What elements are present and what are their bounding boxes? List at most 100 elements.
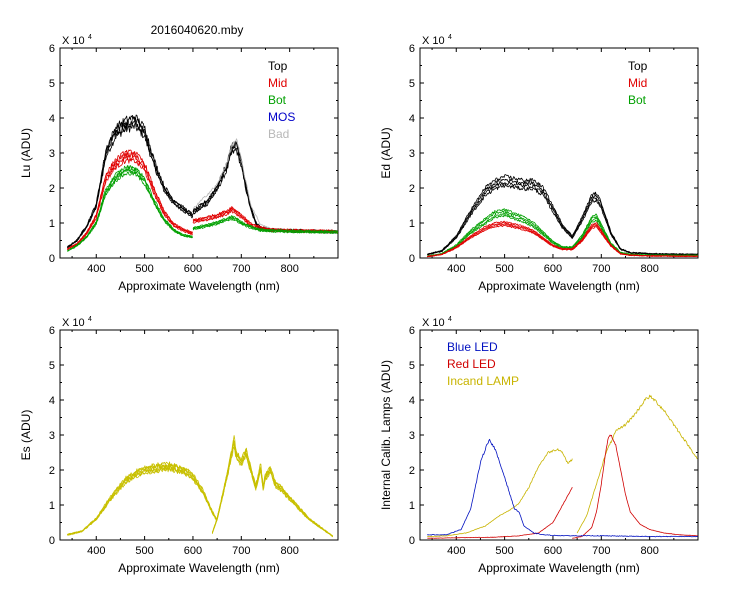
y-tick-label: 3 [49,430,55,442]
series-red-led [427,434,698,539]
y-axis-label: Internal Calib. Lamps (ADU) [379,360,393,510]
y-tick-label: 1 [409,500,415,512]
series-bad [192,138,270,229]
series-line [66,116,193,248]
series-line [192,219,338,234]
x-axis-label: Approximate Wavelength (nm) [118,279,280,293]
series-line [427,183,698,256]
y-tick-label: 4 [409,395,415,407]
series-line [192,206,338,232]
series-line [67,155,193,250]
series-line [67,119,194,248]
x-tick-label: 700 [232,263,250,275]
legend-item-blue-led: Blue LED [447,340,498,354]
series-mid [427,220,698,258]
y-tick-label: 3 [409,148,415,160]
legend-item-mos: MOS [268,110,295,124]
y-axis-label: Ed (ADU) [379,127,393,178]
legend-item-bad: Bad [268,127,289,141]
legend-item-bot: Bot [628,93,647,107]
exponent-label: X 10 [422,317,445,329]
y-tick-label: 6 [409,325,415,337]
series-line [192,207,338,233]
series-line [427,174,698,256]
y-tick-label: 0 [409,253,415,265]
series-line [66,466,217,536]
series-bot [67,165,338,252]
series-line [427,223,698,257]
y-tick-label: 1 [49,218,55,230]
y-axis-label: Lu (ADU) [19,128,33,178]
series-line [427,224,698,258]
legend-item-top: Top [268,59,288,73]
legend-item-top: Top [628,59,648,73]
series-line [427,487,573,539]
x-tick-label: 500 [135,263,153,275]
series-line [67,165,193,252]
series-line [192,138,270,229]
series-line [192,217,338,233]
y-tick-label: 1 [409,218,415,230]
series-line [427,222,698,258]
x-tick-label: 600 [184,545,202,557]
series-line [427,448,573,537]
series-top [66,114,338,249]
figure-title: 2016040620.mby [151,23,244,37]
series-line [66,114,194,248]
series-line [427,181,698,256]
x-tick-label: 500 [495,263,513,275]
series-top [427,174,698,256]
y-tick-label: 3 [49,148,55,160]
x-axis-label: Approximate Wavelength (nm) [118,561,280,575]
x-tick-label: 600 [544,545,562,557]
legend-item-mid: Mid [268,76,287,90]
y-tick-label: 2 [409,465,415,477]
x-tick-label: 400 [87,545,105,557]
x-tick-label: 500 [135,545,153,557]
y-axis-label: Es (ADU) [19,410,33,461]
legend-item-incand-lamp: Incand LAMP [447,374,519,388]
y-tick-label: 4 [49,113,55,125]
series-es [66,435,334,538]
series-line [211,435,333,537]
x-tick-label: 400 [447,545,465,557]
y-tick-label: 0 [49,253,55,265]
series-line [67,152,193,250]
exponent-power: 4 [448,316,452,323]
series-line [67,167,193,252]
y-tick-label: 5 [49,78,55,90]
series-line [576,394,698,534]
exponent-label: X 10 [422,35,445,47]
y-tick-label: 2 [49,465,55,477]
y-tick-label: 2 [49,183,55,195]
series-line [67,149,193,250]
exponent-label: X 10 [62,35,85,47]
x-axis-label: Approximate Wavelength (nm) [478,561,640,575]
x-tick-label: 800 [280,545,298,557]
series-incand-lamp [427,394,698,537]
x-tick-label: 800 [640,263,658,275]
exponent-power: 4 [448,34,452,41]
x-tick-label: 500 [495,545,513,557]
x-tick-label: 600 [184,263,202,275]
x-tick-label: 700 [592,263,610,275]
legend-item-mid: Mid [628,76,647,90]
y-tick-label: 4 [409,113,415,125]
series-blue-led [427,438,698,538]
series-line [427,178,698,256]
y-tick-label: 2 [409,183,415,195]
series-line [427,220,698,258]
x-tick-label: 700 [232,545,250,557]
series-mid [66,149,338,251]
exponent-power: 4 [88,316,92,323]
y-tick-label: 3 [409,430,415,442]
x-tick-label: 700 [592,545,610,557]
y-tick-label: 6 [409,43,415,55]
x-tick-label: 800 [640,545,658,557]
exponent-label: X 10 [62,317,85,329]
y-tick-label: 1 [49,500,55,512]
